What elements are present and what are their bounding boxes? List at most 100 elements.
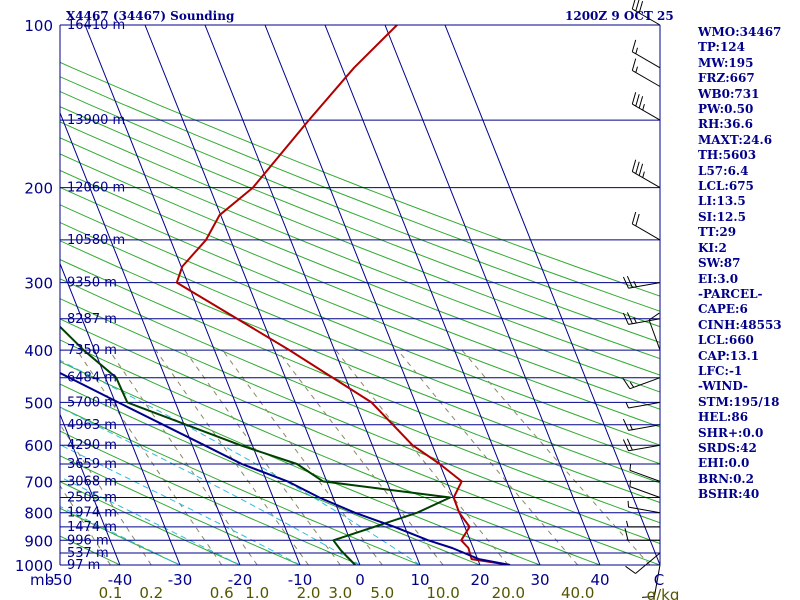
wind-barb bbox=[631, 39, 661, 69]
index-item: LCL:660 bbox=[698, 333, 754, 348]
pressure-tick-label: 600 bbox=[24, 437, 53, 455]
isotherm bbox=[60, 262, 181, 565]
wind-barb bbox=[629, 464, 661, 482]
wind-barb bbox=[631, 92, 661, 121]
wind-barb bbox=[622, 275, 661, 289]
wind-barb bbox=[648, 312, 661, 351]
isotherm bbox=[324, 25, 541, 565]
height-label: 3068 m bbox=[67, 474, 117, 489]
pressure-tick-label: 700 bbox=[24, 473, 53, 491]
height-label: 9350 m bbox=[67, 276, 117, 291]
temperature-tick-labels: -50 -40 -30 -20 -10 0 10 20 30 40 bbox=[48, 571, 610, 589]
moist-adiabat bbox=[60, 505, 181, 565]
index-item: SI:12.5 bbox=[698, 209, 746, 224]
temperature-tick-label: -50 bbox=[48, 571, 73, 589]
mixing-ratio-tick-label: 20.0 bbox=[492, 584, 525, 600]
wind-barb bbox=[625, 552, 661, 574]
moist-adiabat bbox=[60, 406, 361, 565]
index-item: SW:87 bbox=[698, 256, 741, 271]
index-item: LI:13.5 bbox=[698, 194, 746, 209]
height-label: 6484 m bbox=[67, 371, 117, 386]
mixing-ratio-tick-label: 0.6 bbox=[210, 584, 234, 600]
wind-barb bbox=[631, 211, 661, 241]
temperature-tick-label: 30 bbox=[530, 571, 549, 589]
height-label: 996 m bbox=[67, 533, 109, 548]
index-item: LCL:675 bbox=[698, 179, 754, 194]
index-item: MW:195 bbox=[698, 55, 754, 70]
index-item: WB0:731 bbox=[698, 86, 760, 101]
wind-barbs bbox=[622, 0, 661, 598]
wind-barb bbox=[631, 58, 661, 87]
height-label: 4963 m bbox=[67, 418, 117, 433]
mixing-ratio-tick-label: 5.0 bbox=[370, 584, 394, 600]
mixing-ratio-tick-label: 10.0 bbox=[426, 584, 459, 600]
isotherm bbox=[264, 25, 481, 565]
moist-adiabat bbox=[60, 359, 421, 565]
mixing-ratio-tick-label: 0.1 bbox=[99, 584, 123, 600]
mixing-ratio-unit-label: g/kg bbox=[647, 586, 680, 600]
height-label: 13900 m bbox=[67, 113, 125, 128]
index-item: TP:124 bbox=[698, 40, 746, 55]
sounding-title: X4467 (34467) Sounding bbox=[66, 9, 235, 23]
pressure-tick-label: 400 bbox=[24, 342, 53, 360]
wind-barb bbox=[622, 377, 661, 390]
temperature-tick-label: 0 bbox=[355, 571, 365, 589]
pressure-tick-label: 300 bbox=[24, 275, 53, 293]
index-item: WMO:34467 bbox=[698, 25, 782, 39]
pressure-tick-labels: 100 200 300 400 500 600 700 800 900 1000 bbox=[15, 17, 53, 575]
wind-barb bbox=[631, 159, 661, 189]
pressure-tick-label: 1000 bbox=[15, 557, 53, 575]
index-item: FRZ:667 bbox=[698, 71, 755, 86]
temperature-tick-label: 40 bbox=[590, 571, 609, 589]
index-item: EHI:0.0 bbox=[698, 456, 750, 471]
index-item: -PARCEL- bbox=[698, 286, 763, 301]
index-item: TH:5603 bbox=[698, 148, 757, 163]
height-label: 4290 m bbox=[67, 438, 117, 453]
height-label: 5700 m bbox=[67, 395, 117, 410]
height-label: 8287 m bbox=[67, 312, 117, 327]
temperature-tick-label: -30 bbox=[168, 571, 193, 589]
height-label: 1974 m bbox=[67, 506, 117, 521]
mixing-ratio-tick-label: 3.0 bbox=[328, 584, 352, 600]
indices-panel: WMO:34467 TP:124 MW:195 FRZ:667 WB0:731 PW:0.… bbox=[698, 25, 798, 503]
plot-background bbox=[60, 25, 660, 565]
mixing-ratio-tick-label: 2.0 bbox=[297, 584, 321, 600]
pressure-tick-label: 100 bbox=[24, 17, 53, 35]
pressure-tick-label: 200 bbox=[24, 180, 53, 198]
index-item: EI:3.0 bbox=[698, 271, 739, 286]
wind-barb bbox=[626, 520, 660, 528]
wind-barb bbox=[631, 0, 661, 26]
index-item: PW:0.50 bbox=[698, 102, 754, 117]
height-label: 12060 m bbox=[67, 181, 125, 196]
mixing-ratio-tick-label: 1.0 bbox=[245, 584, 269, 600]
temperature-tick-label: -40 bbox=[108, 571, 133, 589]
index-item: KI:2 bbox=[698, 240, 727, 255]
x-axis-unit-label: C bbox=[654, 571, 664, 589]
y-axis-unit-label: mb bbox=[30, 571, 54, 589]
height-label: 10580 m bbox=[67, 233, 125, 248]
isotherms bbox=[60, 25, 660, 565]
series-dewpoint-line bbox=[60, 325, 452, 565]
isotherm bbox=[84, 25, 301, 565]
pressure-tick-label: 800 bbox=[24, 505, 53, 523]
index-item: LFC:-1 bbox=[698, 363, 743, 378]
moist-adiabat bbox=[60, 476, 241, 565]
index-item: SHR+:0.0 bbox=[698, 425, 764, 440]
wind-barb bbox=[622, 438, 661, 452]
index-item: RH:36.6 bbox=[698, 117, 753, 132]
series-parcel-line bbox=[60, 371, 511, 565]
wind-barb bbox=[622, 312, 661, 325]
index-item: MAXT:24.6 bbox=[698, 132, 773, 147]
wind-barb bbox=[622, 418, 661, 431]
temperature-tick-label: 10 bbox=[410, 571, 429, 589]
mixing-ratio-tick-label: 40.0 bbox=[561, 584, 594, 600]
index-item: STM:195/18 bbox=[698, 394, 780, 409]
sounding-traces bbox=[60, 25, 511, 565]
index-item: SRDS:42 bbox=[698, 440, 757, 455]
height-label: 3659 m bbox=[67, 457, 117, 472]
isotherm bbox=[144, 25, 361, 565]
isotherm bbox=[60, 111, 241, 565]
index-item: CAPE:6 bbox=[698, 302, 748, 317]
